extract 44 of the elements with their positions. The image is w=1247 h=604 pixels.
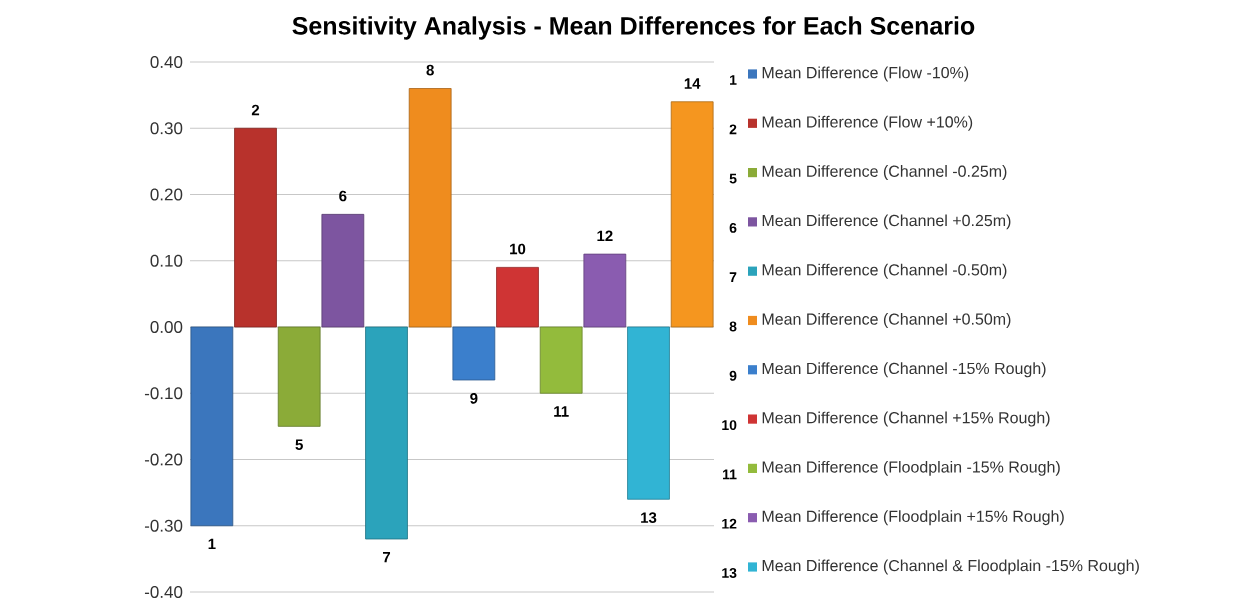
legend-label: Mean Difference (Channel & Floodplain -15% Rough) <box>762 559 1139 575</box>
annotation: 9 <box>470 393 478 404</box>
text: 5 <box>729 173 737 184</box>
legend-label: Mean Difference (Channel +0.50m) <box>762 313 1011 328</box>
legend-label: Mean Difference (Floodplain -15% Rough) <box>762 460 1060 476</box>
legend-label: Mean Difference (Channel -15% Rough) <box>762 362 1046 378</box>
chart-title: Sensitivity Analysis - Mean Differences for Each Scenario <box>292 16 975 40</box>
legend-label: Mean Difference (Flow -10%) <box>762 66 969 82</box>
text: 1 <box>730 75 737 85</box>
y-tick-label: -0.20 <box>144 453 183 466</box>
y-tick-label: 0.20 <box>150 188 183 201</box>
annotation: 2 <box>251 104 260 116</box>
y-tick-label: 0.00 <box>150 320 183 333</box>
annotation: 11 <box>554 406 569 417</box>
text: 9 <box>729 370 737 381</box>
annotation: 5 <box>295 439 303 450</box>
legend-label: Mean Difference (Channel -0.25m) <box>762 165 1007 181</box>
legend-label: Mean Difference (Channel +15% Rough) <box>762 411 1050 427</box>
annotation: 13 <box>641 512 657 523</box>
text: 6 <box>729 222 737 233</box>
annotation: 14 <box>684 78 701 89</box>
text: 13 <box>722 568 737 578</box>
legend-label: Mean Difference (Flow +10%) <box>762 115 973 131</box>
text: 7 <box>729 272 737 282</box>
text: 11 <box>723 469 737 480</box>
y-tick-label: -0.10 <box>144 387 183 400</box>
text: 10 <box>722 420 737 431</box>
annotation: 7 <box>383 552 391 563</box>
legend-label: Mean Difference (Floodplain +15% Rough) <box>762 510 1064 526</box>
y-tick-label: 0.10 <box>150 254 183 267</box>
annotation: 12 <box>597 230 613 242</box>
y-tick-label: -0.30 <box>144 519 183 532</box>
text: 12 <box>722 518 737 529</box>
annotation: 8 <box>426 64 434 76</box>
legend-label: Mean Difference (Channel +0.25m) <box>762 214 1011 230</box>
y-tick-label: 0.30 <box>150 122 183 135</box>
legend-label: Mean Difference (Channel -0.50m) <box>762 263 1007 279</box>
text: 2 <box>729 124 737 135</box>
annotation: 1 <box>208 538 216 550</box>
y-tick-label: 0.40 <box>150 56 183 69</box>
annotation: 6 <box>339 190 347 202</box>
y-tick-label: -0.40 <box>144 585 183 598</box>
text: 8 <box>729 321 737 332</box>
annotation: 10 <box>510 243 526 255</box>
